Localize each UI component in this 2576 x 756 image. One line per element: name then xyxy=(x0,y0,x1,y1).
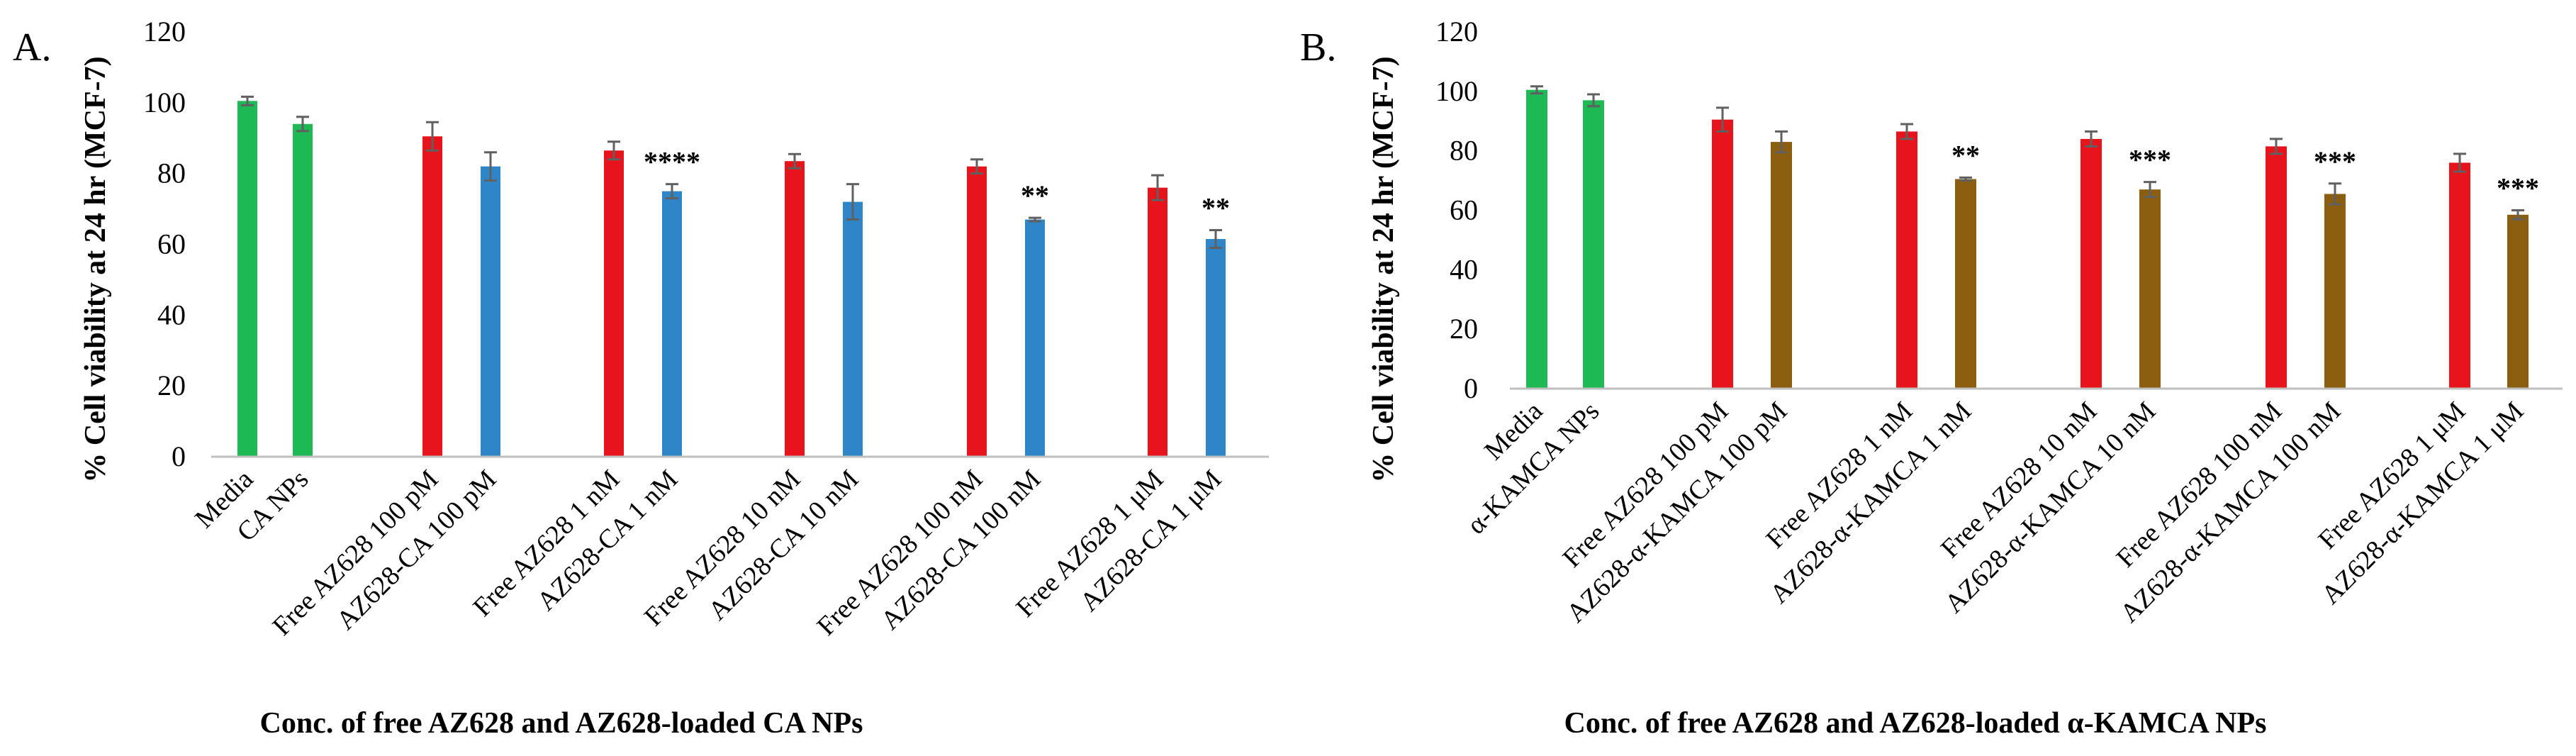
panel-a-bar xyxy=(293,123,313,457)
panel-a-x-axis-title: Conc. of free AZ628 and AZ628-loaded CA … xyxy=(260,707,863,740)
panel-a-y-tick-label: 40 xyxy=(157,299,186,330)
panel-a-bar xyxy=(785,161,805,457)
panel-a-bar xyxy=(843,201,863,457)
panel-b-bar xyxy=(2507,214,2529,389)
panel-b-category-label: AZ628-α-KAMCA 100 nM xyxy=(2115,396,2346,628)
panel-b-significance-label: *** xyxy=(2497,172,2539,204)
panel-b-bar xyxy=(2449,162,2470,389)
panel-b-bar xyxy=(2081,138,2102,389)
panel-b-significance-label: ** xyxy=(1951,139,1980,171)
panel-a-significance-label: ** xyxy=(1202,192,1230,224)
panel-b-bar xyxy=(1771,142,1792,389)
panel-a-bar xyxy=(662,191,682,457)
panel-a-bar xyxy=(237,101,257,457)
panel-b-y-tick-label: 0 xyxy=(1464,372,1478,404)
panel-a-bar xyxy=(422,136,442,457)
panel-b-significance-label: *** xyxy=(2314,145,2356,177)
panel-a-bar xyxy=(1206,239,1226,457)
panel-b-chart: B. % Cell viability at 24 hr (MCF-7) Con… xyxy=(1300,16,2563,740)
panel-b-y-axis-title: % Cell viability at 24 hr (MCF-7) xyxy=(1367,56,1400,482)
panel-a-y-axis-title: % Cell viability at 24 hr (MCF-7) xyxy=(79,56,112,482)
panel-a-y-tick-label: 100 xyxy=(143,87,186,118)
panel-a-significance-label: **** xyxy=(644,146,700,178)
panel-a-chart: A. % Cell viability at 24 hr (MCF-7) Con… xyxy=(13,16,1269,740)
panel-a-bar xyxy=(1025,219,1045,457)
panel-b-bar xyxy=(2139,189,2161,389)
panel-b-y-tick-label: 100 xyxy=(1435,75,1478,107)
panel-b-category-label: AZ628-α-KAMCA 100 pM xyxy=(1561,396,1793,628)
panel-b-y-tick-label: 40 xyxy=(1450,253,1478,285)
panel-b-label: B. xyxy=(1300,26,1336,70)
panel-a-bar xyxy=(967,166,987,457)
panel-a-bar xyxy=(604,150,624,457)
panel-b-bar xyxy=(2324,194,2346,389)
panel-b-bar xyxy=(1583,100,1604,389)
panel-a-y-tick-label: 80 xyxy=(157,157,186,189)
panel-b-y-tick-label: 80 xyxy=(1450,135,1478,167)
panel-b-bar xyxy=(1955,179,1976,389)
panel-a-y-tick-label: 120 xyxy=(143,16,186,48)
panel-a-label: A. xyxy=(13,26,51,70)
panel-a-bar xyxy=(1148,187,1167,457)
panel-b-y-tick-label: 20 xyxy=(1450,313,1478,345)
panel-b-bar xyxy=(1712,119,1733,389)
panel-b-significance-label: *** xyxy=(2129,144,2171,176)
panel-a-bar xyxy=(481,166,500,457)
panel-b-y-tick-label: 120 xyxy=(1435,16,1478,48)
panel-b-bar xyxy=(2266,146,2287,389)
panel-a-y-tick-label: 60 xyxy=(157,228,186,260)
panel-a-y-tick-label: 20 xyxy=(157,369,186,401)
panel-a-y-tick-label: 0 xyxy=(172,440,186,472)
panel-a-significance-label: ** xyxy=(1021,179,1049,211)
panel-b-x-axis-title: Conc. of free AZ628 and AZ628-loaded α-K… xyxy=(1564,707,2267,740)
panel-b-bar xyxy=(1896,131,1917,389)
panel-b-y-tick-label: 60 xyxy=(1450,194,1478,226)
panel-b-bar xyxy=(1526,89,1547,389)
